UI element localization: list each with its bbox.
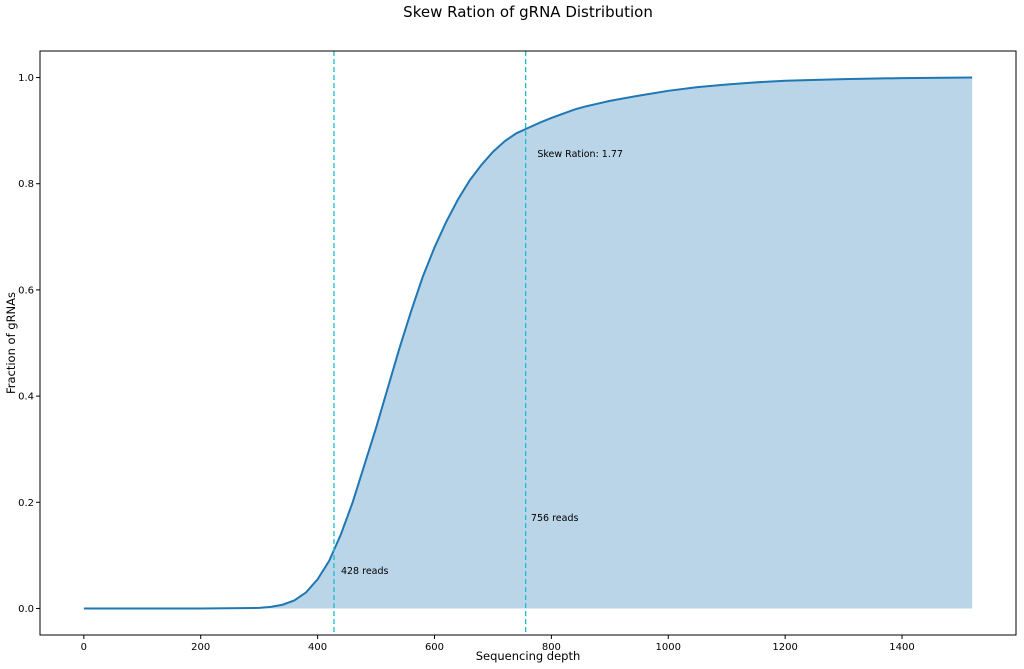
y-tick-label: 0.8 [18, 179, 34, 190]
y-axis: 0.0 0.2 0.4 0.6 0.8 1.0 [18, 73, 40, 615]
vline-label-2: 756 reads [531, 513, 579, 524]
x-axis: 0 200 400 600 800 1000 1200 1400 [81, 635, 915, 653]
y-axis-label: Fraction of gRNAs [4, 292, 18, 394]
x-axis-label: Sequencing depth [476, 649, 581, 663]
x-tick-label: 200 [191, 642, 210, 653]
x-tick-label: 1000 [656, 642, 681, 653]
x-tick-label: 1200 [772, 642, 797, 653]
vline-label-1: 428 reads [341, 566, 389, 577]
plot-area: 428 reads 756 reads Skew Ration: 1.77 [83, 51, 973, 635]
y-tick-label: 0.0 [18, 604, 34, 615]
x-tick-label: 400 [308, 642, 327, 653]
x-tick-label: 0 [81, 642, 87, 653]
plot-frame [39, 50, 1017, 636]
x-tick-label: 1400 [889, 642, 914, 653]
chart-title: Skew Ration of gRNA Distribution [403, 3, 653, 21]
y-tick-label: 0.4 [18, 392, 34, 403]
y-tick-label: 0.6 [18, 285, 34, 296]
y-tick-label: 0.2 [18, 498, 34, 509]
y-tick-label: 1.0 [18, 73, 34, 84]
area-fill [83, 77, 973, 609]
x-tick-label: 600 [425, 642, 444, 653]
x-tick-label: 800 [542, 642, 561, 653]
distribution-line [83, 76, 973, 610]
annotation-1: Skew Ration: 1.77 [537, 149, 623, 160]
